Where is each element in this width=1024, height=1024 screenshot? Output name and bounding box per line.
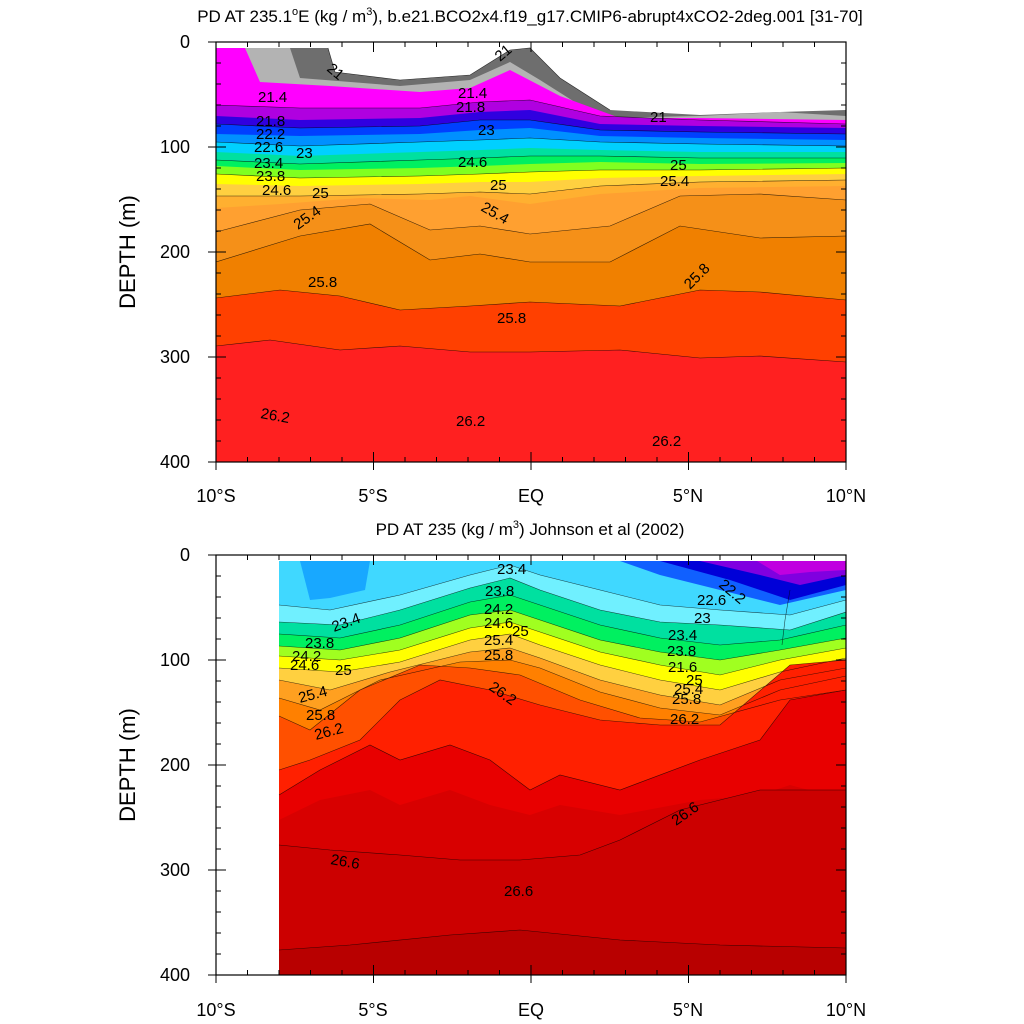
contour-label: 25.8: [308, 274, 337, 291]
y-tick-label: 400: [160, 965, 190, 985]
contour-label: 25.4: [484, 632, 513, 649]
panel-title: PD AT 235 (kg / m3) Johnson et al (2002): [376, 519, 685, 539]
contour-label: 23: [694, 610, 711, 627]
contour-label: 26.2: [670, 711, 699, 728]
contour-label: 23.8: [305, 635, 334, 652]
x-tick-label: 10°S: [196, 1000, 235, 1020]
contour-label: 23.4: [497, 561, 526, 578]
y-axis-label: DEPTH (m): [115, 195, 140, 309]
contour-label: 25: [490, 177, 507, 194]
axis-ticks: [208, 41, 847, 470]
contour-label: 24.2: [292, 648, 321, 665]
x-tick-label: EQ: [518, 486, 544, 506]
y-tick-label: 200: [160, 755, 190, 775]
contour-label: 26.2: [652, 433, 681, 450]
contour-label: 26.6: [329, 851, 361, 873]
contour-label: 23.8: [485, 583, 514, 600]
x-tick-label: 10°S: [196, 486, 235, 506]
contour-label: 25: [335, 662, 352, 679]
contour-label: 24.6: [484, 615, 513, 632]
contour-label: 23: [296, 145, 313, 162]
contour-label: 25: [312, 185, 329, 202]
contour-label: 25.8: [672, 691, 701, 708]
x-tick-label: 5°S: [358, 486, 387, 506]
contour-label: 23.8: [667, 643, 696, 660]
y-tick-label: 0: [180, 545, 190, 565]
contour-label: 23.4: [254, 155, 283, 172]
x-tick-label: 5°N: [673, 1000, 703, 1020]
y-tick-labels: 0 100 200 300 400: [160, 545, 190, 985]
x-tick-labels: 10°S 5°S EQ 5°N 10°N: [196, 1000, 866, 1020]
contour-label: 23: [478, 122, 495, 139]
contour-label: 23.8: [256, 168, 285, 185]
y-tick-label: 300: [160, 860, 190, 880]
contour-label: 25.4: [660, 173, 689, 190]
contour-label: 24.2: [484, 601, 513, 618]
contour-label: 22.6: [697, 592, 726, 609]
contour-label: 26.2: [313, 720, 346, 744]
contour-label: 21.4: [458, 85, 487, 102]
x-tick-label: 5°S: [358, 1000, 387, 1020]
contour-label: 21: [650, 109, 667, 126]
x-tick-label: 10°N: [826, 486, 866, 506]
y-tick-labels: 0 100 200 300 400: [160, 32, 190, 472]
contour-fill: [216, 555, 846, 975]
axis-ticks: [208, 554, 847, 983]
y-tick-label: 400: [160, 452, 190, 472]
contour-label: 21.8: [456, 99, 485, 116]
contour-label: 25: [670, 157, 687, 174]
contour-label: 26.2: [259, 405, 291, 427]
y-tick-label: 100: [160, 650, 190, 670]
contour-label: 22.2: [256, 126, 285, 143]
y-tick-label: 300: [160, 347, 190, 367]
contour-label: 22.6: [254, 139, 283, 156]
x-tick-label: 5°N: [673, 486, 703, 506]
contour-label: 24.6: [262, 182, 291, 199]
contour-label: 21.6: [668, 659, 697, 676]
contour-label: 25.4: [297, 683, 330, 707]
contour-labels: 21 21 21.4 21.4 21.8 21.8 22.2 22.6 23 2…: [254, 41, 713, 450]
y-tick-label: 200: [160, 242, 190, 262]
y-axis-label: DEPTH (m): [115, 708, 140, 822]
panel-observations: PD AT 235 (kg / m3) Johnson et al (2002): [115, 519, 866, 1020]
contour-label: 26.2: [456, 413, 485, 430]
contour-label: 25: [512, 623, 529, 640]
contour-label: 26.6: [504, 883, 533, 900]
y-tick-label: 0: [180, 32, 190, 52]
x-tick-label: EQ: [518, 1000, 544, 1020]
contour-label: 25.8: [497, 310, 526, 327]
x-tick-label: 10°N: [826, 1000, 866, 1020]
contour-label: 24.6: [290, 657, 319, 674]
y-tick-label: 100: [160, 137, 190, 157]
contour-label: 25.8: [484, 647, 513, 664]
contour-label: 21.8: [256, 113, 285, 130]
panel-model: PD AT 235.1oE (kg / m3), b.e21.BCO2x4.f1…: [115, 6, 866, 506]
panel-title: PD AT 235.1oE (kg / m3), b.e21.BCO2x4.f1…: [197, 6, 863, 26]
contour-label: 21.4: [258, 89, 287, 106]
contour-label: 25.8: [306, 707, 335, 724]
contour-fill: [216, 42, 846, 462]
contour-label: 25.4: [674, 681, 703, 698]
contour-label: 25: [686, 672, 703, 689]
x-tick-labels: 10°S 5°S EQ 5°N 10°N: [196, 486, 866, 506]
contour-label: 24.6: [458, 154, 487, 171]
contour-label: 23.4: [668, 627, 697, 644]
